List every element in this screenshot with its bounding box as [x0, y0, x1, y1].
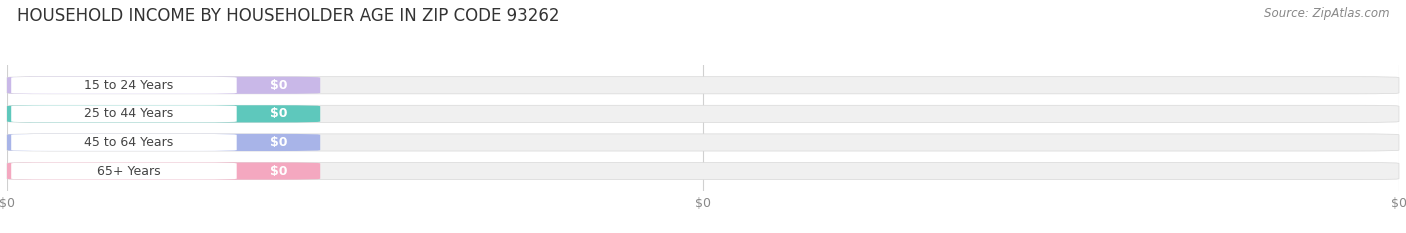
- Text: $0: $0: [270, 164, 287, 178]
- Text: HOUSEHOLD INCOME BY HOUSEHOLDER AGE IN ZIP CODE 93262: HOUSEHOLD INCOME BY HOUSEHOLDER AGE IN Z…: [17, 7, 560, 25]
- Text: Source: ZipAtlas.com: Source: ZipAtlas.com: [1264, 7, 1389, 20]
- FancyBboxPatch shape: [7, 134, 321, 151]
- FancyBboxPatch shape: [7, 162, 321, 180]
- FancyBboxPatch shape: [7, 77, 321, 94]
- FancyBboxPatch shape: [7, 134, 1399, 151]
- FancyBboxPatch shape: [11, 77, 236, 94]
- Text: 15 to 24 Years: 15 to 24 Years: [84, 79, 173, 92]
- FancyBboxPatch shape: [7, 105, 1399, 122]
- FancyBboxPatch shape: [7, 105, 321, 122]
- Text: $0: $0: [270, 79, 287, 92]
- FancyBboxPatch shape: [11, 134, 236, 151]
- Text: 65+ Years: 65+ Years: [97, 164, 160, 178]
- FancyBboxPatch shape: [7, 77, 1399, 94]
- FancyBboxPatch shape: [11, 105, 236, 122]
- Text: $0: $0: [270, 136, 287, 149]
- Text: $0: $0: [270, 107, 287, 120]
- FancyBboxPatch shape: [11, 163, 236, 180]
- Text: 25 to 44 Years: 25 to 44 Years: [84, 107, 173, 120]
- Text: 45 to 64 Years: 45 to 64 Years: [84, 136, 173, 149]
- FancyBboxPatch shape: [7, 162, 1399, 180]
